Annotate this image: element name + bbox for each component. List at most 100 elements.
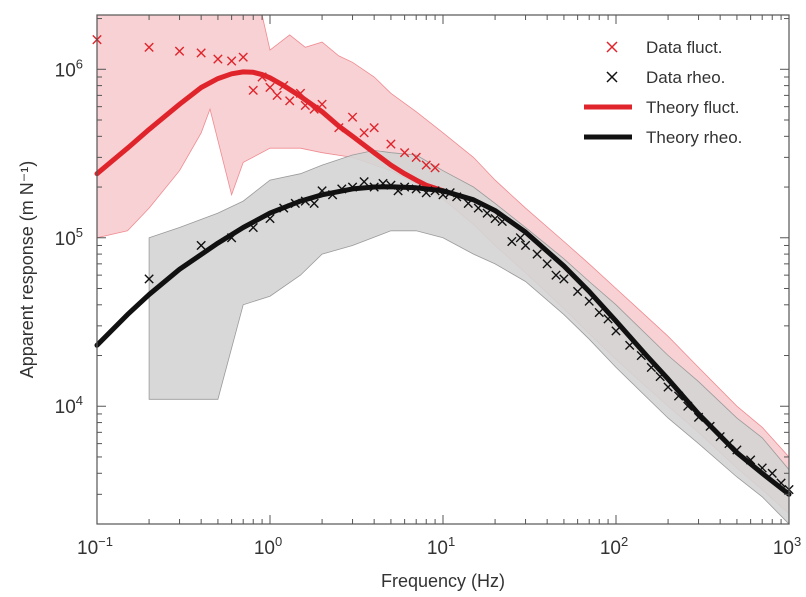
data-rheo-point: [347, 182, 358, 192]
data-rheo-point: [309, 198, 319, 209]
x-tick-label: 10−1: [77, 534, 113, 559]
data-rheo-point: [663, 382, 673, 392]
data-rheo-point: [594, 307, 604, 318]
data-rheo-point: [542, 259, 552, 269]
x-tick-label: 101: [427, 534, 455, 559]
data-rheo-point: [359, 177, 369, 187]
y-tick-label: 104: [55, 393, 83, 418]
data-markers: [92, 34, 794, 495]
legend-label: Data fluct.: [646, 38, 723, 57]
data-rheo-point: [715, 431, 725, 442]
data-rheo-point: [327, 190, 338, 200]
data-rheo-point: [317, 186, 327, 196]
data-fluct-point: [386, 139, 396, 149]
x-tick-label: 102: [600, 534, 628, 559]
legend-label: Theory fluct.: [646, 98, 740, 117]
legend-marker: [606, 71, 618, 83]
data-rheo-point: [551, 270, 561, 280]
data-rheo-point: [611, 326, 621, 336]
data-rheo-point: [683, 401, 693, 411]
data-rheo-point: [584, 296, 594, 306]
data-fluct-point: [174, 46, 185, 56]
data-fluct-point: [144, 42, 154, 53]
data-rheo-point: [603, 314, 613, 324]
x-axis-title: Frequency (Hz): [381, 571, 505, 591]
data-rheo-point: [430, 186, 440, 196]
data-rheo-point: [572, 286, 583, 297]
data-rheo-point: [393, 186, 403, 196]
data-fluct-point: [279, 80, 289, 91]
data-fluct-point: [196, 48, 206, 58]
y-tick-label: 106: [55, 56, 83, 81]
data-rheo-point: [386, 180, 396, 190]
data-rheo-point: [497, 216, 507, 227]
data-rheo-point: [520, 240, 531, 251]
legend-label: Theory rheo.: [646, 128, 742, 147]
data-fluct-point: [257, 72, 267, 82]
data-rheo-point: [248, 222, 258, 233]
data-rheo-point: [196, 240, 206, 251]
data-rheo-point: [399, 182, 410, 192]
data-fluct-point: [359, 128, 369, 138]
data-rheo-point: [655, 371, 665, 382]
data-rheo-point: [482, 208, 492, 218]
data-rheo-point: [559, 274, 569, 284]
data-rheo-point: [705, 421, 715, 432]
data-rheo-point: [438, 190, 448, 200]
data-fluct-point: [334, 123, 344, 133]
data-rheo-point: [507, 236, 517, 247]
data-rheo-point: [445, 188, 455, 198]
data-fluct-point: [309, 104, 319, 114]
data-rheo-point: [515, 233, 526, 243]
data-rheo-point: [757, 463, 767, 473]
data-rheo-point: [337, 184, 347, 194]
data-fluct-point: [369, 123, 379, 133]
data-fluct-point: [411, 152, 421, 163]
data-rheo-point: [463, 198, 473, 209]
data-rheo-point: [473, 203, 484, 213]
data-fluct-point: [300, 100, 311, 111]
data-fluct-point: [430, 163, 440, 173]
data-rheo-point: [369, 182, 379, 192]
data-rheo-point: [636, 350, 646, 361]
data-fluct-point: [347, 112, 358, 122]
data-rheo-point: [532, 249, 542, 259]
rheo-band: [148, 149, 790, 525]
data-rheo-point: [411, 184, 421, 194]
data-rheo-point: [452, 192, 462, 202]
tick-labels: 10−1 100 101 102 103 104 105 106: [55, 56, 802, 559]
data-rheo-point: [300, 196, 311, 206]
confidence-bands: [96, 14, 790, 525]
data-rheo-point: [776, 478, 786, 488]
legend: Data fluct. Data rheo. Theory fluct. Theory…: [584, 38, 742, 147]
data-fluct-point: [285, 96, 295, 106]
data-fluct-point: [265, 82, 275, 93]
data-rheo-point: [290, 198, 300, 209]
legend-marker: [606, 41, 618, 53]
data-fluct-point: [421, 160, 431, 170]
data-rheo-point: [767, 468, 777, 478]
x-tick-label: 103: [773, 534, 801, 559]
data-fluct-point: [399, 147, 410, 158]
data-fluct-point: [248, 85, 258, 96]
data-rheo-point: [673, 391, 684, 401]
legend-label: Data rheo.: [646, 68, 725, 87]
y-tick-label: 105: [55, 225, 83, 250]
data-fluct-point: [226, 56, 237, 66]
data-rheo-point: [732, 445, 742, 455]
y-axis-title: Apparent response (m N⁻¹): [17, 161, 37, 379]
data-rheo-point: [421, 188, 431, 198]
data-rheo-point: [724, 438, 734, 449]
data-rheo-point: [490, 213, 500, 224]
data-fluct-point: [272, 90, 282, 101]
data-rheo-point: [265, 213, 275, 224]
data-rheo-point: [279, 203, 289, 213]
data-rheo-point: [226, 233, 237, 243]
axis-ticks: [96, 15, 790, 525]
data-fluct-point: [213, 54, 223, 64]
data-rheo-point: [625, 340, 635, 350]
data-fluct-point: [238, 52, 248, 62]
data-rheo-point: [745, 455, 756, 465]
data-fluct-point: [295, 88, 306, 99]
